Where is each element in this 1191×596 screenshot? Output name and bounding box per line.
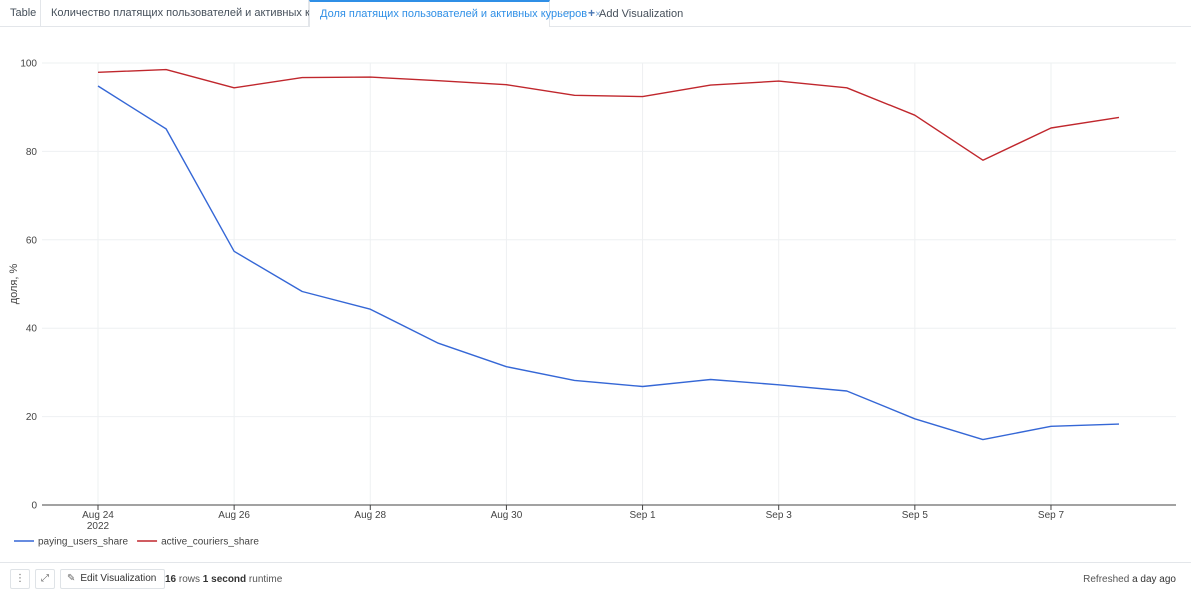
x-tick-label: Sep 3 [766, 510, 793, 521]
legend-label[interactable]: active_couriers_share [161, 537, 259, 548]
y-tick-label: 0 [31, 501, 37, 512]
x-tick-label: Sep 5 [902, 510, 929, 521]
tab-paying-users-share[interactable]: Доля платящих пользователей и активных к… [309, 0, 601, 27]
x-tick-label: Aug 30 [491, 510, 523, 521]
series-line-active_couriers_share [97, 68, 1120, 161]
x-tick-label: Aug 28 [354, 510, 386, 521]
chart-legend: paying_users_share active_couriers_share [14, 537, 259, 548]
rows-count: 16 [165, 574, 177, 585]
runtime-label: runtime [246, 574, 283, 585]
edit-visualization-button[interactable]: ✎ Edit Visualization [60, 569, 166, 589]
pencil-icon: ✎ [67, 573, 76, 584]
refreshed-status: Refreshed a day ago [1083, 563, 1176, 596]
rows-label: rows [176, 574, 203, 585]
tab-label: Table [10, 7, 37, 19]
legend-label[interactable]: paying_users_share [38, 537, 128, 548]
chart-grid [42, 62, 1176, 505]
close-icon[interactable]: × [595, 9, 601, 20]
y-tick-label: 60 [26, 235, 38, 246]
y-tick-label: 40 [26, 324, 38, 335]
tab-paying-users-count[interactable]: Количество платящих пользователей и акти… [41, 0, 365, 27]
refreshed-value: a day ago [1132, 574, 1176, 585]
x-tick-label: Aug 26 [218, 510, 250, 521]
series-line-paying_users_share [97, 85, 1120, 441]
visualization-tabs: Table Количество платящих пользователей … [0, 0, 1191, 27]
x-tick-label: Aug 24 [82, 510, 114, 521]
add-visualization-label: Add Visualization [599, 8, 684, 20]
add-visualization-button[interactable]: + Add Visualization [588, 0, 683, 27]
x-tick-label: Sep 1 [629, 510, 656, 521]
more-tabs-icon[interactable]: ··· [559, 6, 571, 18]
plus-icon: + [588, 6, 596, 20]
tab-table[interactable]: Table [0, 0, 41, 27]
runtime-value: 1 second [202, 574, 247, 585]
visualization-footer: ⋮ ⤢ ✎ Edit Visualization 16 rows 1 second… [0, 562, 1191, 595]
query-meta: 16 rows 1 second runtime [165, 563, 282, 596]
refreshed-label: Refreshed [1083, 574, 1133, 585]
y-axis-ticks: 0 20 40 60 80 100 [20, 59, 37, 512]
x-tick-sublabel: 2022 [87, 521, 110, 532]
chart-series [97, 68, 1120, 441]
y-tick-label: 100 [20, 59, 37, 70]
tab-label: Количество платящих пользователей и акти… [51, 7, 352, 19]
x-tick-label: Sep 7 [1038, 510, 1065, 521]
expand-icon[interactable]: ⤢ [35, 569, 55, 589]
edit-visualization-label: Edit Visualization [80, 573, 157, 584]
tab-label: Доля платящих пользователей и активных к… [320, 8, 588, 20]
y-tick-label: 80 [26, 147, 38, 158]
y-axis-title: доля, % [8, 263, 20, 304]
kebab-menu-icon[interactable]: ⋮ [10, 569, 30, 589]
y-tick-label: 20 [26, 412, 38, 423]
